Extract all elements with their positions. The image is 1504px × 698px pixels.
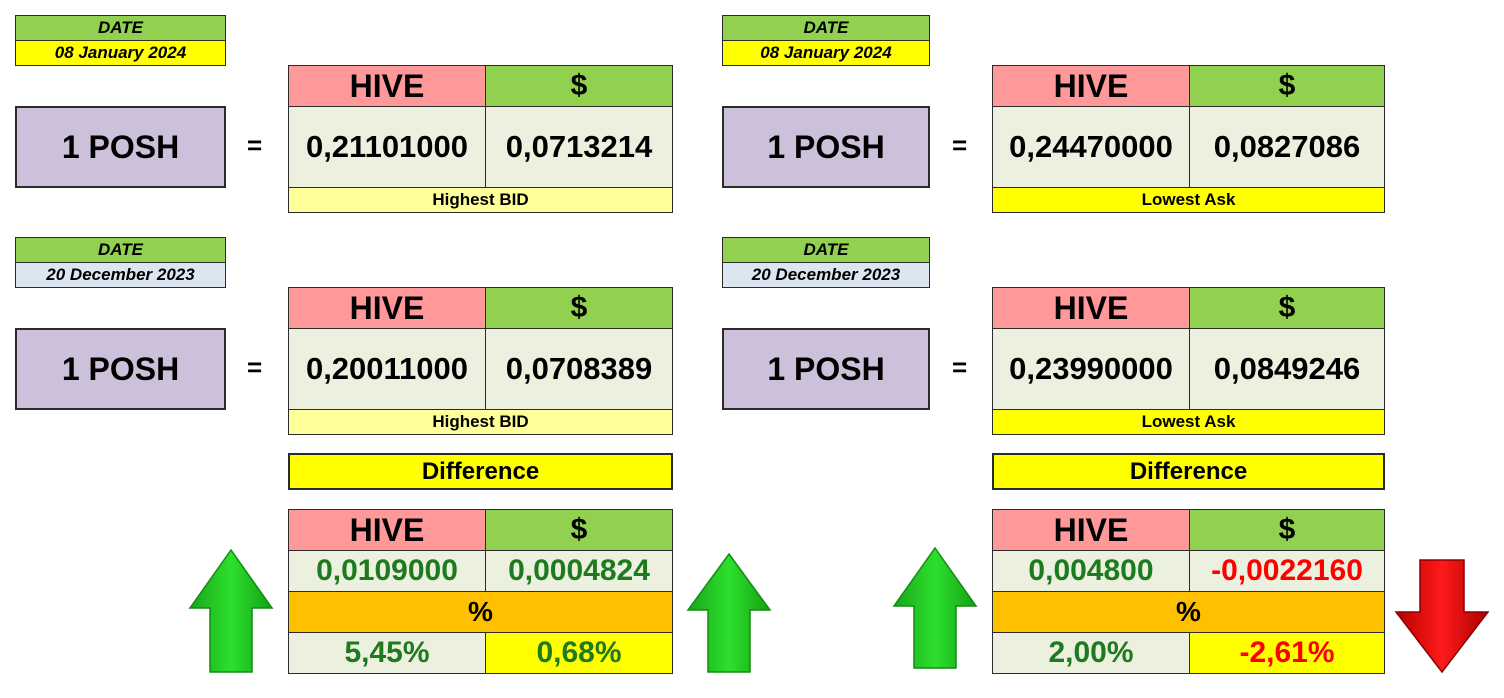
hive-price-value: 0,20011000 [288, 328, 486, 410]
price-type-label: Highest BID [288, 409, 673, 435]
posh-unit-box: 1 POSH [15, 328, 226, 410]
hive-header: HIVE [992, 509, 1190, 551]
usd-header: $ [1189, 509, 1385, 551]
hive-percent-change: 2,00% [992, 632, 1190, 674]
equals-sign: = [952, 352, 968, 382]
difference-title: Difference [992, 453, 1385, 490]
date-value: 20 December 2023 [722, 262, 930, 288]
hive-difference-value: 0,004800 [992, 550, 1190, 592]
hive-header: HIVE [992, 287, 1190, 329]
hive-percent-change: 5,45% [288, 632, 486, 674]
usd-difference-value: 0,0004824 [485, 550, 673, 592]
usd-price-value: 0,0708389 [485, 328, 673, 410]
hive-price-value: 0,23990000 [992, 328, 1190, 410]
percent-header: % [288, 591, 673, 633]
up-arrow-icon [686, 552, 772, 673]
posh-unit-box: 1 POSH [15, 106, 226, 188]
price-type-label: Lowest Ask [992, 187, 1385, 213]
usd-header: $ [485, 65, 673, 107]
date-header: DATE [722, 237, 930, 263]
price-type-label: Highest BID [288, 187, 673, 213]
hive-header: HIVE [288, 287, 486, 329]
usd-percent-change: -2,61% [1189, 632, 1385, 674]
usd-price-value: 0,0827086 [1189, 106, 1385, 188]
usd-header: $ [485, 287, 673, 329]
hive-header: HIVE [992, 65, 1190, 107]
equals-sign: = [247, 130, 263, 160]
hive-header: HIVE [288, 65, 486, 107]
price-type-label: Lowest Ask [992, 409, 1385, 435]
usd-percent-change: 0,68% [485, 632, 673, 674]
usd-price-value: 0,0713214 [485, 106, 673, 188]
usd-difference-value: -0,0022160 [1189, 550, 1385, 592]
date-value: 08 January 2024 [722, 40, 930, 66]
hive-difference-value: 0,0109000 [288, 550, 486, 592]
hive-price-value: 0,24470000 [992, 106, 1190, 188]
posh-unit-box: 1 POSH [722, 106, 930, 188]
up-arrow-icon [188, 548, 274, 673]
difference-title: Difference [288, 453, 673, 490]
usd-price-value: 0,0849246 [1189, 328, 1385, 410]
percent-header: % [992, 591, 1385, 633]
posh-unit-box: 1 POSH [722, 328, 930, 410]
usd-header: $ [1189, 65, 1385, 107]
hive-header: HIVE [288, 509, 486, 551]
date-value: 08 January 2024 [15, 40, 226, 66]
hive-price-value: 0,21101000 [288, 106, 486, 188]
date-header: DATE [722, 15, 930, 41]
date-value: 20 December 2023 [15, 262, 226, 288]
date-header: DATE [15, 237, 226, 263]
date-header: DATE [15, 15, 226, 41]
down-arrow-icon [1394, 559, 1490, 674]
up-arrow-icon [892, 546, 978, 669]
equals-sign: = [247, 352, 263, 382]
usd-header: $ [1189, 287, 1385, 329]
usd-header: $ [485, 509, 673, 551]
equals-sign: = [952, 130, 968, 160]
